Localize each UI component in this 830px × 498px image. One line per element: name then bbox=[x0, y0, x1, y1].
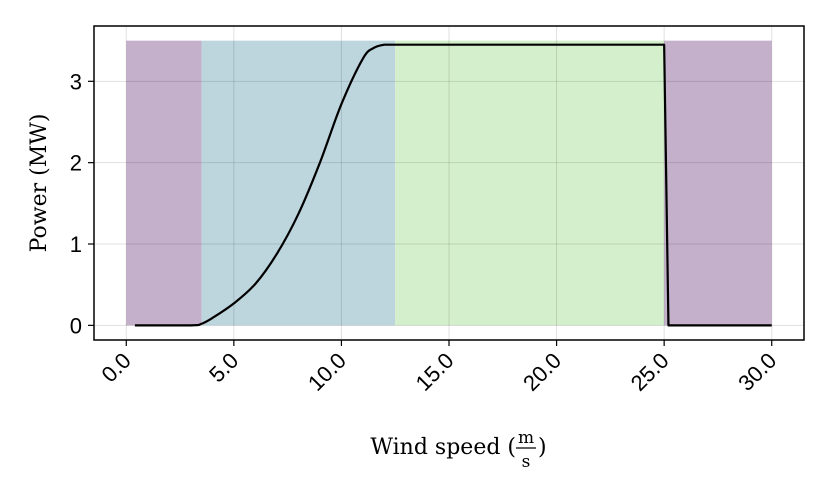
region-band-2 bbox=[395, 40, 665, 326]
region-band-3 bbox=[664, 40, 772, 326]
x-axis-label-suffix: ) bbox=[538, 435, 547, 460]
x-tick-label-5: 25.0 bbox=[626, 348, 674, 396]
x-tick-label-1: 5.0 bbox=[204, 348, 243, 387]
y-tick-label-1: 1 bbox=[70, 232, 82, 257]
x-tick-label-2: 10.0 bbox=[303, 348, 351, 396]
series-layer bbox=[134, 43, 772, 327]
grid-lines bbox=[94, 26, 804, 340]
region-band-0 bbox=[126, 40, 202, 326]
y-axis-label: Power (MW) bbox=[27, 114, 52, 253]
x-tick-label-6: 30.0 bbox=[733, 348, 781, 396]
y-axis-ticks: 0 1 2 3 bbox=[70, 69, 94, 338]
x-tick-label-4: 20.0 bbox=[518, 348, 566, 396]
operating-regions bbox=[126, 40, 772, 326]
region-band-1 bbox=[201, 40, 396, 326]
y-tick-label-2: 2 bbox=[70, 151, 82, 176]
x-axis-label: Wind speed ( m s ) bbox=[370, 428, 546, 472]
x-tick-label-0: 0.0 bbox=[96, 348, 135, 387]
series-line-0 bbox=[134, 43, 772, 327]
y-tick-label-3: 3 bbox=[70, 69, 82, 94]
x-axis-unit-numerator: m bbox=[518, 428, 534, 448]
x-axis-label-prefix: Wind speed ( bbox=[370, 435, 516, 460]
x-axis-ticks: 0.0 5.0 10.0 15.0 20.0 25.0 30.0 bbox=[96, 340, 781, 396]
x-tick-label-3: 15.0 bbox=[411, 348, 459, 396]
x-axis-unit-denominator: s bbox=[522, 452, 531, 472]
y-tick-label-0: 0 bbox=[70, 313, 82, 338]
